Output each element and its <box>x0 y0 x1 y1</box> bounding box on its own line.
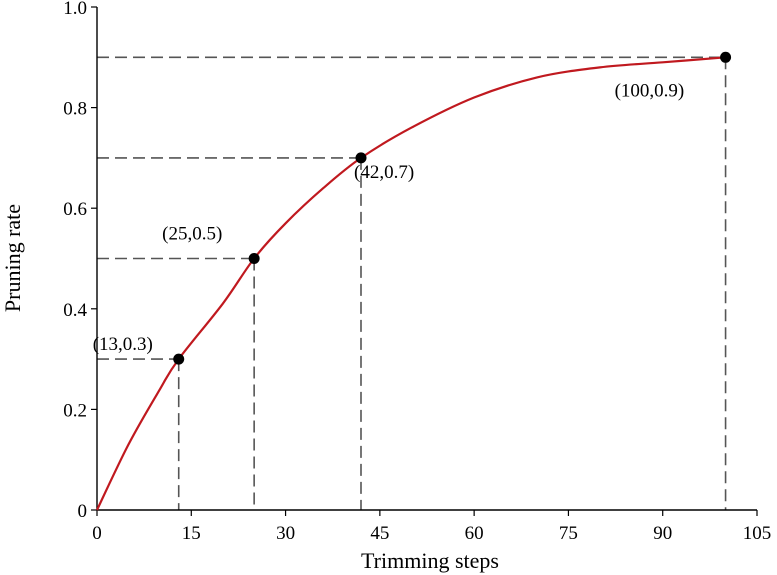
data-point <box>248 253 260 264</box>
x-tick-label: 0 <box>92 523 102 544</box>
y-tick-label: 0.6 <box>63 199 87 220</box>
axes: 0 15 30 45 60 75 90 105 0 0.2 0.4 0.6 0.8 1.0 <box>63 0 771 544</box>
x-tick-label: 105 <box>743 523 772 544</box>
data-point <box>720 51 732 63</box>
x-tick-label: 60 <box>465 523 484 544</box>
y-tick-label: 0 <box>78 501 88 522</box>
y-tick-label: 1.0 <box>63 0 87 19</box>
points-layer <box>173 51 732 365</box>
series-line <box>96 56 726 511</box>
labels-layer: (13,0.3) (25,0.5) (42,0.7) (100,0.9) <box>93 80 685 355</box>
point-label: (100,0.9) <box>615 80 685 101</box>
point-label: (25,0.5) <box>162 224 222 245</box>
x-tick-label: 90 <box>653 523 672 544</box>
y-tick-label: 0.8 <box>63 99 87 120</box>
point-label: (13,0.3) <box>93 334 153 355</box>
x-axis-title: Trimming steps <box>361 548 499 573</box>
x-tick-label: 75 <box>559 523 578 544</box>
curve-layer <box>96 56 726 511</box>
x-tick-label: 45 <box>370 523 389 544</box>
point-label: (42,0.7) <box>354 162 414 183</box>
data-point <box>355 152 367 164</box>
data-point <box>173 353 185 365</box>
x-tick-label: 15 <box>182 523 201 544</box>
y-axis-title: Pruning rate <box>0 204 25 312</box>
x-tick-label: 30 <box>276 523 295 544</box>
y-tick-label: 0.2 <box>63 400 87 421</box>
guide-lines <box>97 56 727 510</box>
y-tick-label: 0.4 <box>63 300 87 321</box>
